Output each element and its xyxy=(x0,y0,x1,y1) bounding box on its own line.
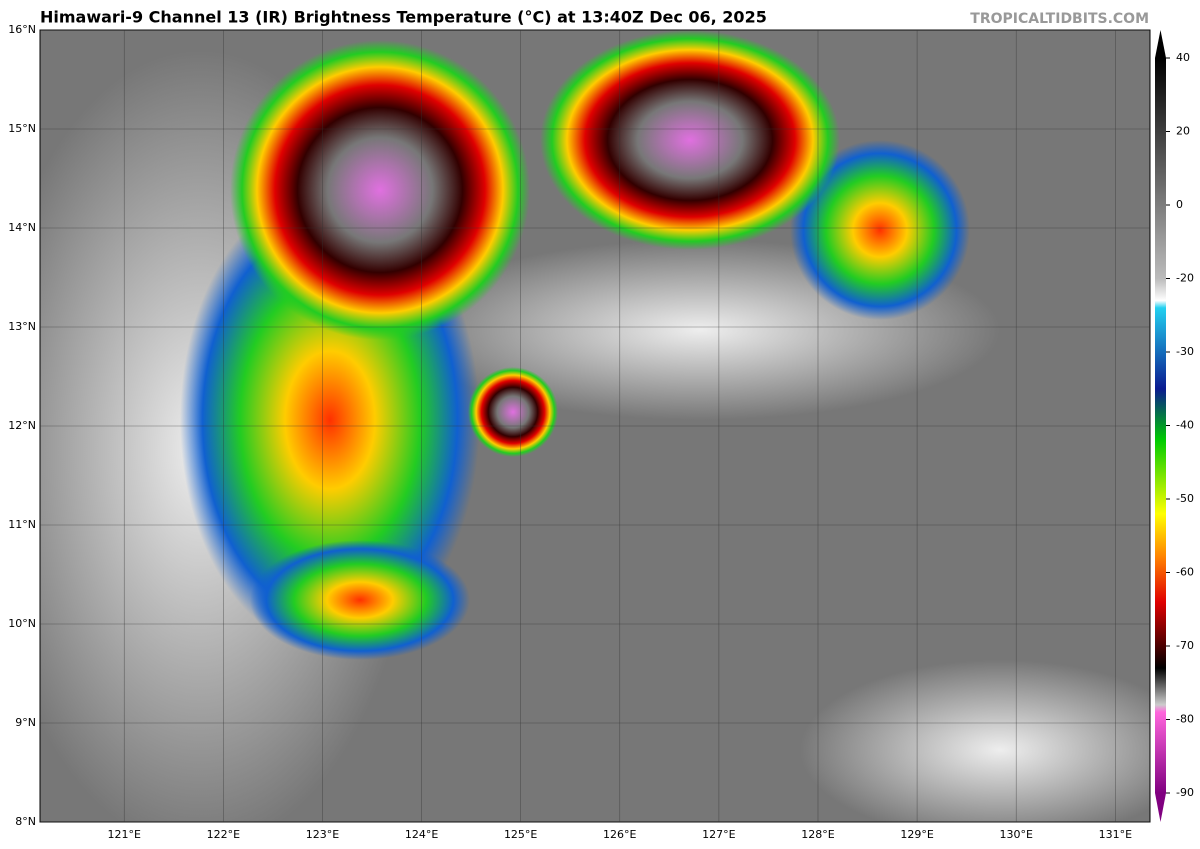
lat-label: 13°N xyxy=(8,320,36,333)
lon-label: 123°E xyxy=(306,828,339,841)
lat-label: 11°N xyxy=(8,518,36,531)
colorbar-label: -30 xyxy=(1176,345,1194,358)
lon-label: 127°E xyxy=(702,828,735,841)
colorbar-label: 20 xyxy=(1176,125,1190,138)
colorbar-label: 40 xyxy=(1176,51,1190,64)
lon-label: 125°E xyxy=(504,828,537,841)
lon-label: 131°E xyxy=(1099,828,1132,841)
title: Himawari-9 Channel 13 (IR) Brightness Te… xyxy=(40,8,767,27)
colorbar-label: -40 xyxy=(1176,419,1194,432)
colorbar-label: -80 xyxy=(1176,713,1194,726)
lat-label: 14°N xyxy=(8,221,36,234)
lon-label: 128°E xyxy=(801,828,834,841)
colorbar-label: -70 xyxy=(1176,639,1194,652)
lon-label: 122°E xyxy=(207,828,240,841)
lat-label: 16°N xyxy=(8,23,36,36)
colorbar-label: -20 xyxy=(1176,272,1194,285)
colorbar-label: -50 xyxy=(1176,492,1194,505)
colorbar-label: 0 xyxy=(1176,198,1183,211)
lat-label: 12°N xyxy=(8,419,36,432)
lat-label: 9°N xyxy=(15,716,36,729)
credit: TROPICALTIDBITS.COM xyxy=(970,11,1149,27)
lon-label: 130°E xyxy=(999,828,1032,841)
lon-label: 126°E xyxy=(603,828,636,841)
colorbar xyxy=(1155,58,1166,793)
lon-label: 124°E xyxy=(405,828,438,841)
colorbar-label: -60 xyxy=(1176,566,1194,579)
lat-label: 15°N xyxy=(8,122,36,135)
lat-label: 8°N xyxy=(15,815,36,828)
colorbar-arrow-top xyxy=(1155,30,1166,58)
colorbar-arrow-bottom xyxy=(1155,793,1166,822)
colorbar-label: -90 xyxy=(1176,786,1194,799)
lat-label: 10°N xyxy=(8,617,36,630)
lon-label: 121°E xyxy=(108,828,141,841)
lon-label: 129°E xyxy=(900,828,933,841)
